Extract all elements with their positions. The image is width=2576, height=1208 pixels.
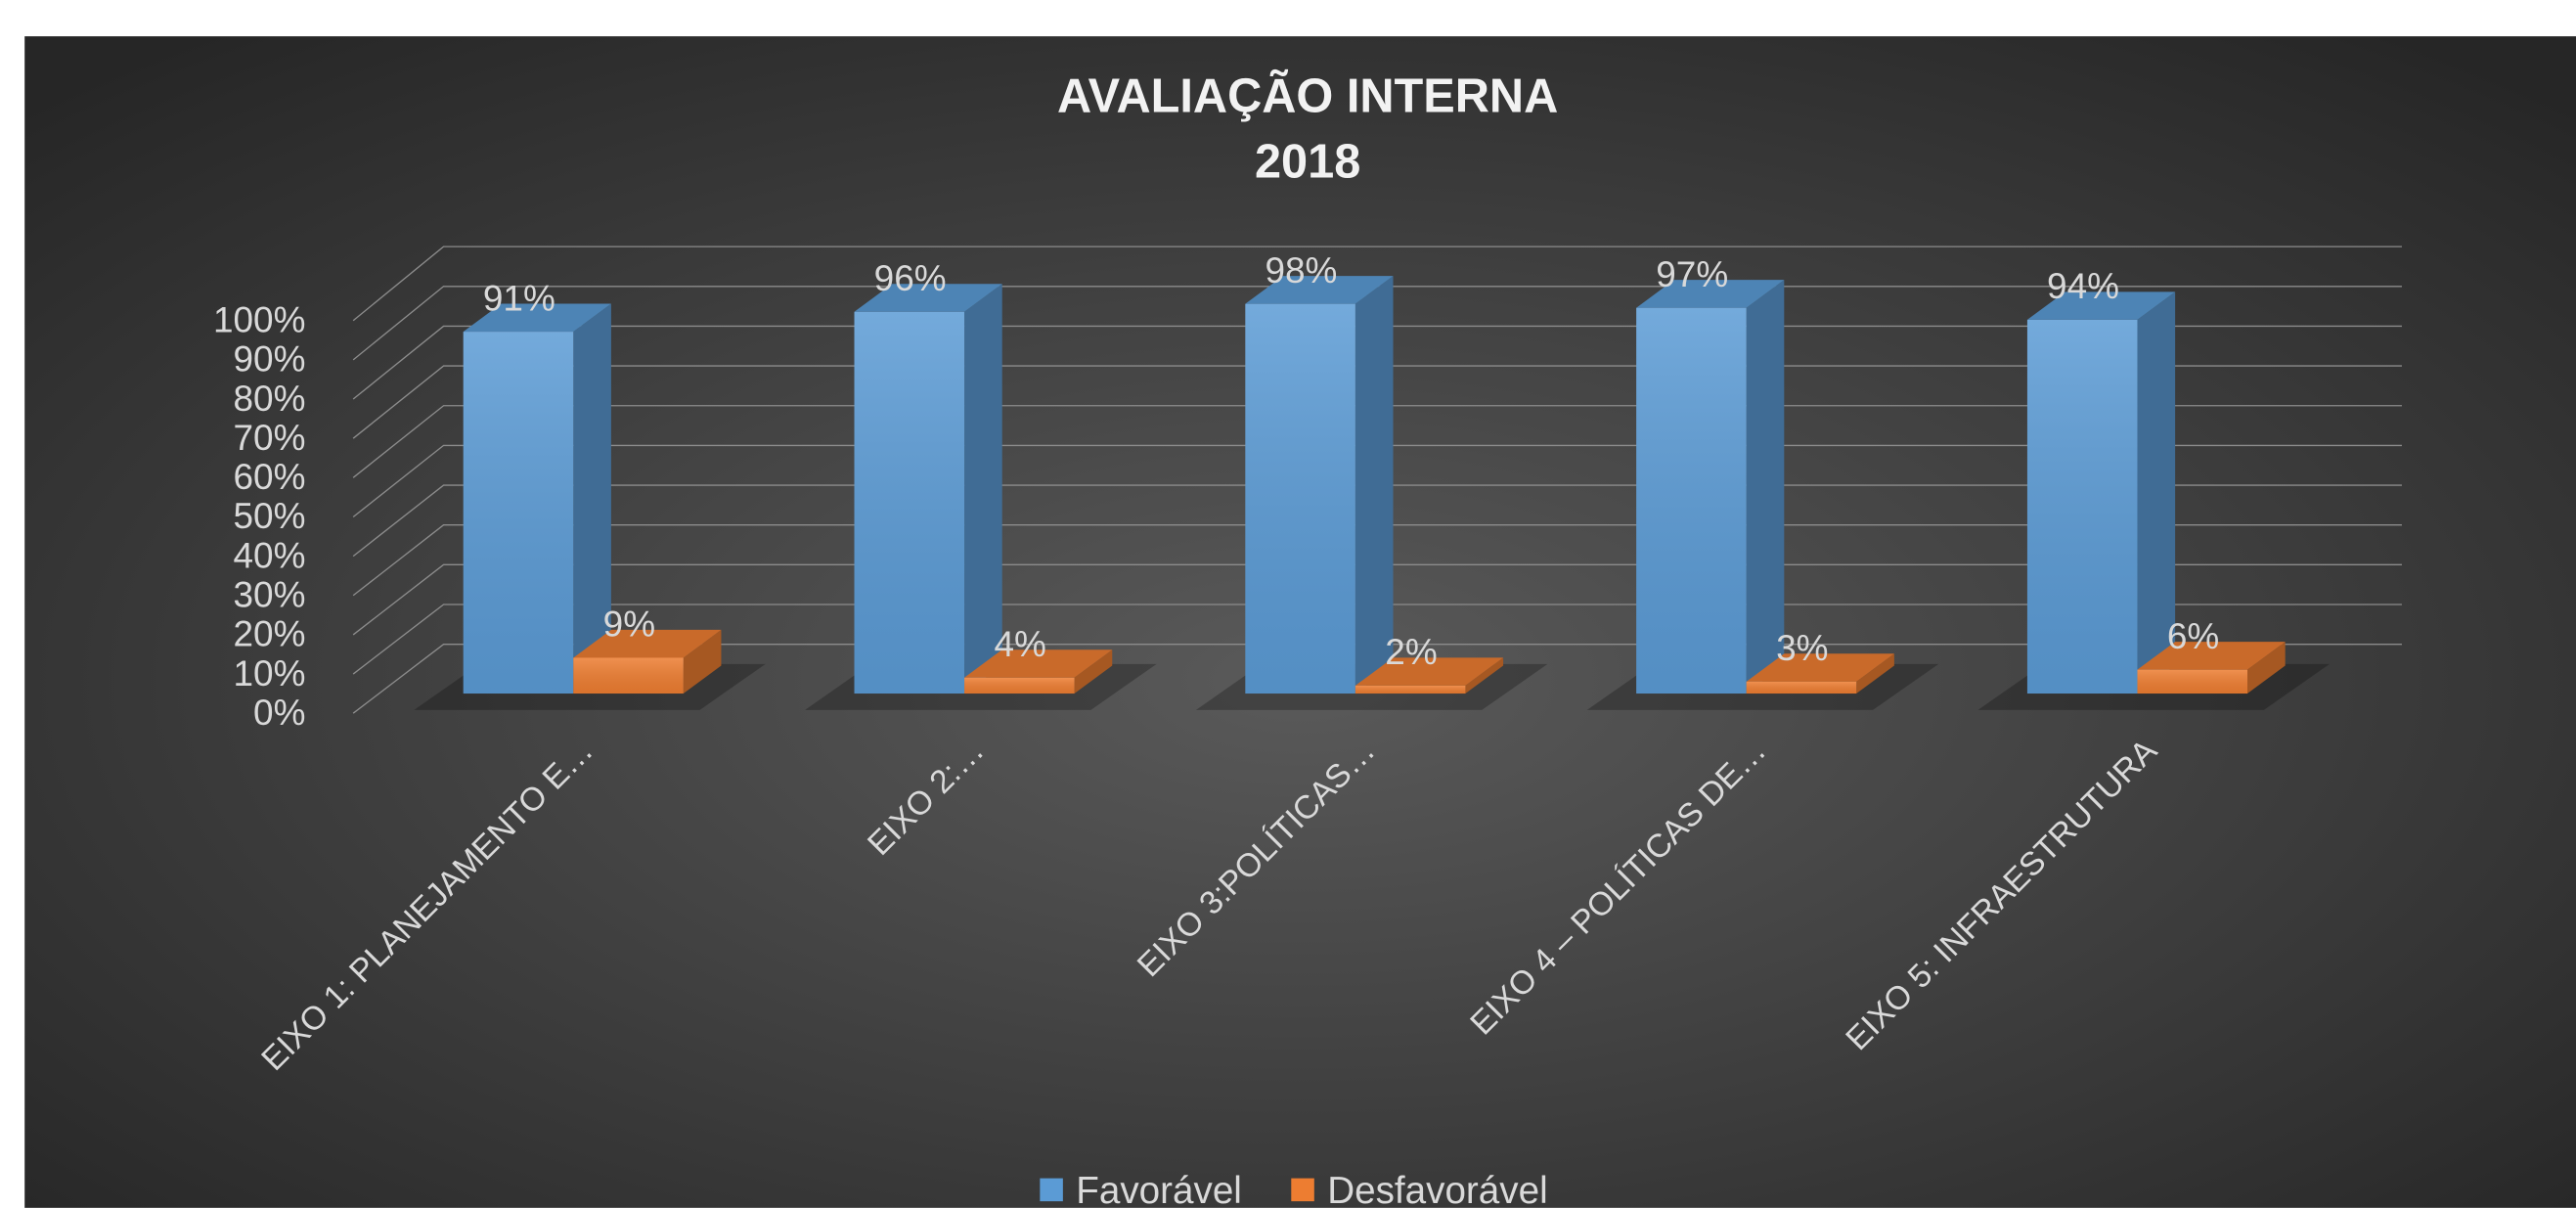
chart-subtitle: 2018 [1255,136,1360,189]
bar-gloss [2026,319,2138,694]
bar-side [573,303,611,694]
bar-gloss [573,657,684,694]
legend-label: Favorável [1076,1170,1242,1208]
chart-title: AVALIAÇÃO INTERNA [1057,68,1558,122]
bar-gloss [854,311,965,694]
y-tick-label: 30% [234,575,306,615]
y-tick-label: 10% [234,653,306,693]
y-tick-label: 100% [213,299,305,339]
data-label: 94% [2047,266,2119,306]
bar-side [2247,642,2286,694]
data-label: 3% [1776,628,1828,668]
data-label: 4% [994,624,1045,664]
bar-top [463,303,611,333]
bar-side [1074,649,1113,694]
bar-gloss [463,332,574,694]
data-label: 98% [1265,250,1337,291]
bar-side [1355,276,1394,694]
y-tick-label: 40% [234,535,306,575]
data-label: 96% [874,258,947,298]
bar-side [1746,280,1785,694]
bar-top [1245,276,1394,304]
bar-side [2137,291,2176,694]
data-label: 97% [1656,254,1728,294]
bar-side [964,284,1002,694]
bar-top [854,284,1002,312]
bar-top [964,649,1113,678]
legend-swatch [1040,1178,1063,1202]
y-tick-label: 90% [234,339,306,380]
bar-top [573,629,722,658]
bar-gloss [1355,685,1466,694]
bar-top [2137,642,2286,670]
bar-gloss [1245,303,1355,694]
y-tick-label: 70% [234,418,306,458]
y-tick-label: 0% [253,693,305,733]
data-label: 2% [1385,632,1437,672]
bar-gloss [1746,681,1857,694]
legend-swatch [1291,1178,1314,1202]
bar-side [1856,653,1894,694]
bar-gloss [964,677,1075,694]
data-label: 91% [483,278,555,318]
bar-side [683,629,722,694]
y-tick-label: 60% [234,457,306,497]
bar-top [1636,280,1785,308]
bar-gloss [2137,669,2248,694]
y-tick-label: 20% [234,614,306,654]
data-label: 6% [2167,616,2219,656]
y-tick-label: 50% [234,496,306,536]
grid-line [352,246,2402,322]
y-tick-label: 80% [234,379,306,419]
bar-gloss [1636,307,1747,694]
legend-label: Desfavorável [1327,1170,1547,1208]
bar-top [2026,291,2176,320]
data-label: 9% [603,604,655,645]
bar-top [1746,653,1894,682]
bar-top [1355,657,1504,686]
bar-side [1465,657,1504,694]
